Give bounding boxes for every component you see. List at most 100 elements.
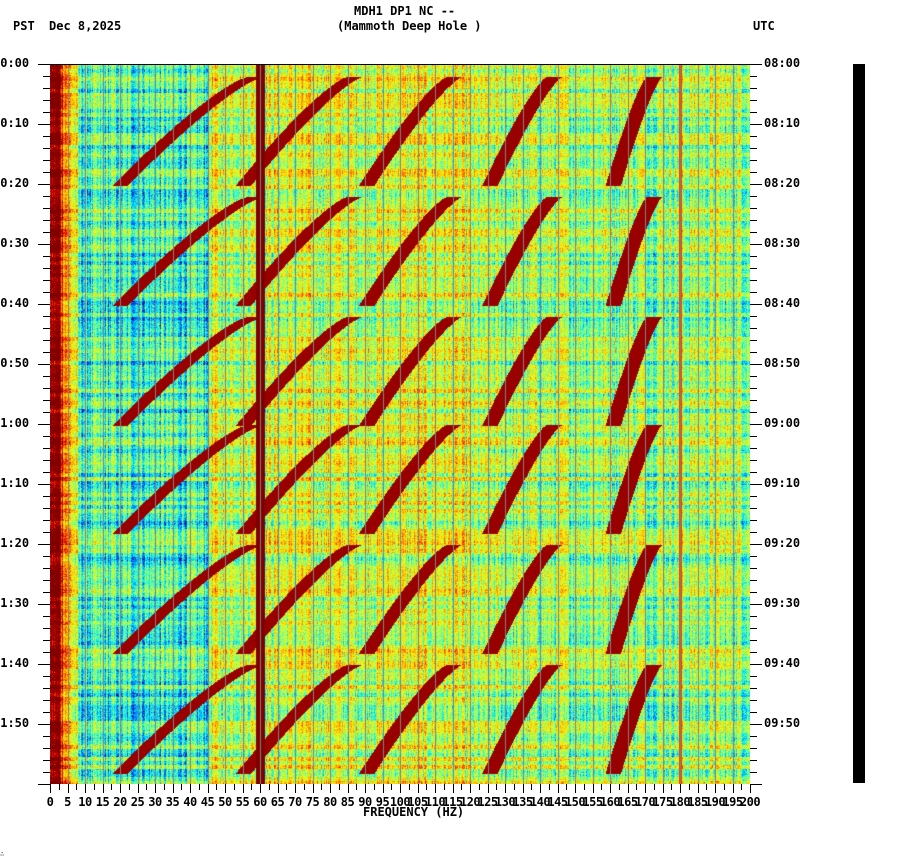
left-y-tick [43,700,50,701]
right-y-tick [750,280,757,281]
left-y-tick [43,316,50,317]
x-tick-label: 130 [494,795,516,809]
right-time-label: 08:30 [764,236,801,250]
right-y-tick [750,196,757,197]
right-y-tick [750,460,757,461]
x-tick-label: 95 [375,795,390,809]
x-tick [225,784,226,793]
left-time-label: 01:20 [0,536,30,550]
x-tick [645,784,646,793]
x-tick [303,784,305,790]
x-tick [233,784,235,790]
right-y-tick [750,184,762,185]
left-y-tick [43,496,50,497]
right-y-tick [750,604,762,605]
right-y-tick [750,376,757,377]
right-y-tick [750,136,757,137]
x-tick [680,784,681,793]
spectrogram-plot [50,64,750,784]
x-tick-label: 105 [407,795,428,809]
x-tick-label: 20 [113,795,127,809]
left-y-tick [43,232,50,233]
x-tick [365,784,366,793]
left-time-label: 01:00 [0,416,30,430]
x-tick [347,784,349,793]
x-tick [583,784,585,790]
left-time-label: 01:10 [0,476,30,490]
x-tick-label: 25 [130,795,145,809]
left-y-tick [38,364,50,365]
x-tick [618,784,620,790]
right-y-tick [750,508,757,509]
right-y-tick [750,652,757,653]
left-timezone-label: PST [13,19,35,33]
right-y-tick [750,148,757,149]
x-tick [470,784,471,793]
x-tick [750,784,751,793]
x-tick [592,784,594,793]
x-tick-label: 140 [529,795,551,809]
left-time-label: 00:00 [0,56,30,70]
right-y-tick [750,760,757,761]
x-tick-label: 185 [687,795,708,809]
x-tick [610,784,611,793]
x-tick [732,784,734,793]
right-y-tick [750,208,757,209]
x-tick [382,784,384,793]
left-y-tick [43,640,50,641]
x-tick [190,784,191,793]
right-y-tick [750,316,757,317]
x-tick-label: 120 [459,795,481,809]
right-y-tick [750,772,757,773]
x-tick-label: 180 [669,795,691,809]
x-tick [426,784,428,790]
x-tick [627,784,629,793]
right-time-label: 09:50 [764,716,801,730]
x-tick [522,784,524,793]
footer-mark: ∴ [0,850,5,858]
left-y-tick [43,112,50,113]
right-y-tick [750,748,757,749]
x-tick-label: 90 [358,795,372,809]
right-y-tick [750,628,757,629]
right-y-tick [750,304,762,305]
x-tick [697,784,699,793]
x-tick-label: 10 [78,795,92,809]
left-y-tick [43,280,50,281]
x-tick [198,784,200,790]
x-tick [373,784,375,790]
x-tick [93,784,95,790]
right-y-tick [750,520,757,521]
left-time-label: 00:10 [0,116,30,130]
x-tick-label: 5 [64,795,71,809]
x-tick [723,784,725,790]
left-y-tick [43,676,50,677]
right-y-tick [750,268,757,269]
right-y-tick [750,544,762,545]
right-y-tick [750,232,757,233]
x-tick [67,784,69,793]
x-tick-label: 160 [599,795,621,809]
right-y-tick [750,688,757,689]
left-time-label: 01:30 [0,596,30,610]
right-y-tick [750,220,757,221]
left-y-tick [38,304,50,305]
x-tick [478,784,480,790]
left-y-tick [43,136,50,137]
left-y-tick [43,376,50,377]
right-y-tick [750,568,757,569]
right-time-label: 08:50 [764,356,801,370]
chart-title-line1: MDH1 DP1 NC -- [354,4,456,18]
x-tick-label: 50 [218,795,232,809]
x-tick [242,784,244,793]
left-time-label: 00:40 [0,296,30,310]
left-y-tick [43,148,50,149]
x-tick [76,784,78,790]
x-tick [557,784,559,793]
x-tick-label: 30 [148,795,162,809]
right-y-tick [750,388,757,389]
x-tick-label: 35 [165,795,180,809]
right-y-tick [750,724,762,725]
x-tick-label: 135 [512,795,533,809]
left-y-tick [43,652,50,653]
